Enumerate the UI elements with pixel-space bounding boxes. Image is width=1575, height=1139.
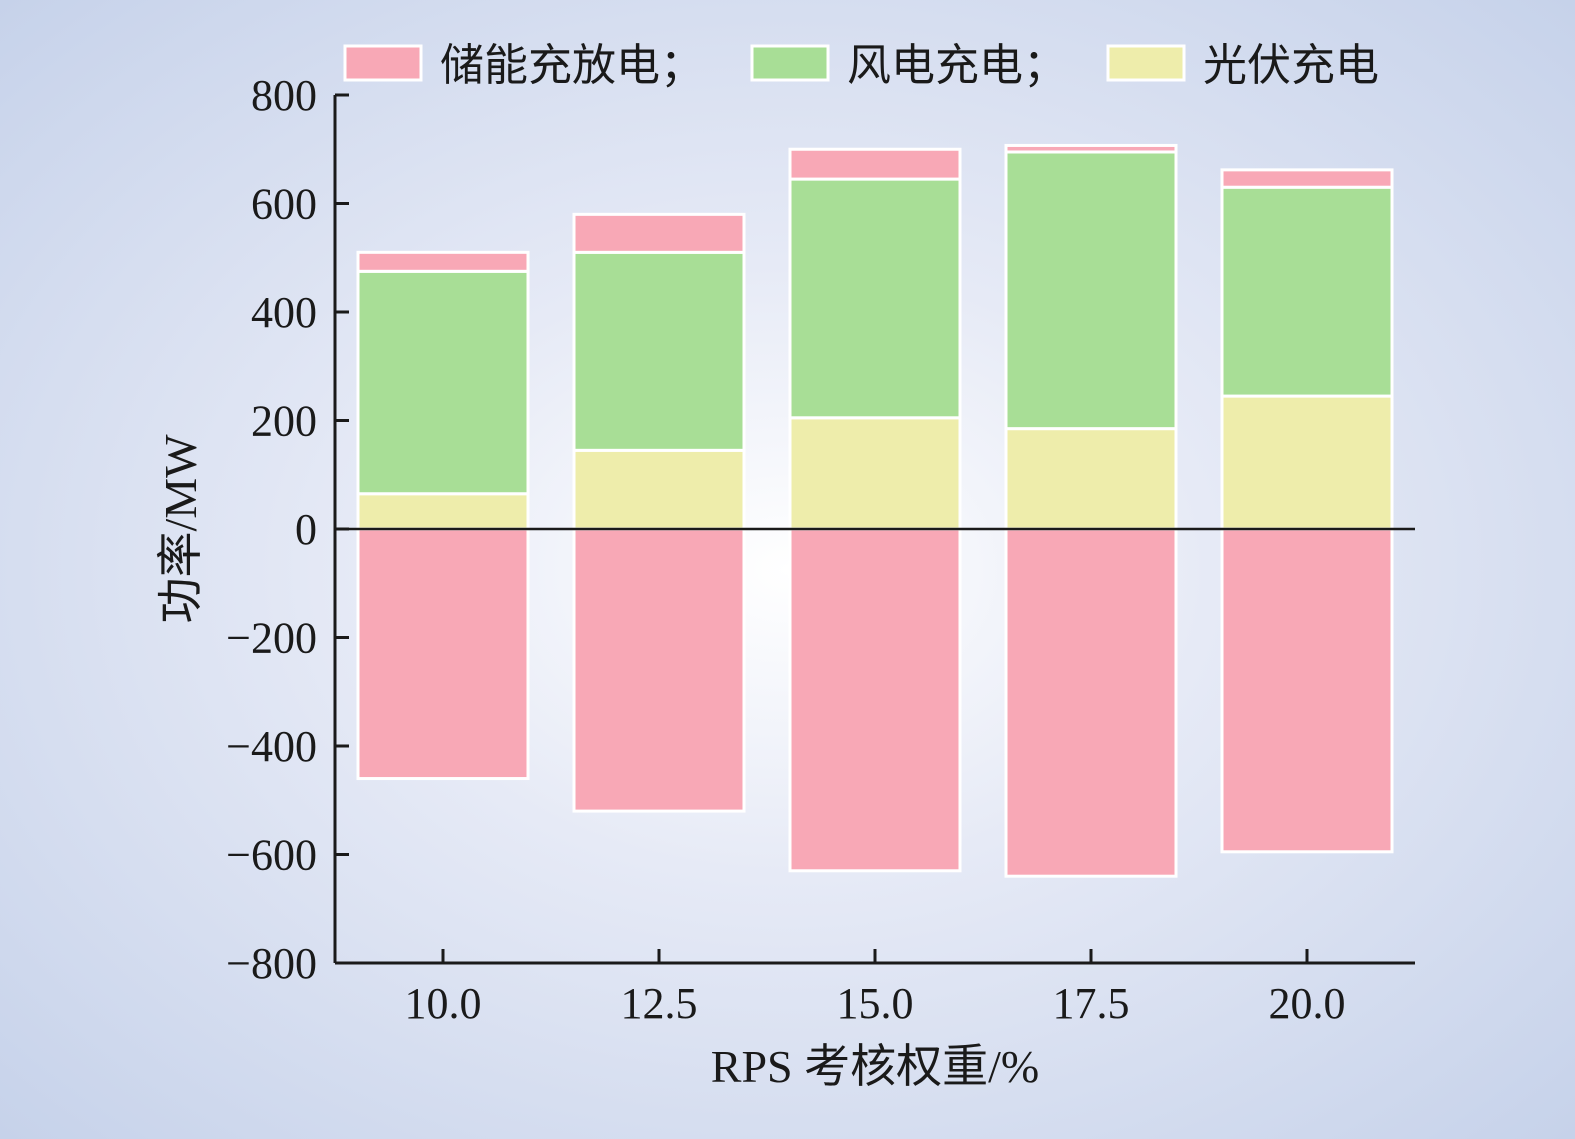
bars-layer [356,143,1394,878]
bar-solar-0 [356,492,530,531]
legend: 储能充放电； 风电充电； 光伏充电 [343,40,1379,91]
legend-label-wind: 风电充电； [847,40,1067,91]
bar-wind-1 [572,250,746,452]
bar-wind-0 [356,269,530,496]
bar-solar-3 [1004,427,1178,531]
x-tick-label: 12.5 [621,979,698,1028]
bar-storage-2 [788,147,962,181]
y-tick-label: −600 [226,831,317,880]
y-ticks: 800 600 400 200 0 −200 −400 −600 −800 [226,71,349,988]
bar-storage-4 [1220,168,1394,189]
y-tick-label: 0 [295,505,317,554]
legend-swatch-solar [1106,44,1186,82]
x-tick-label: 20.0 [1269,979,1346,1028]
bar-wind-2 [788,177,962,420]
bar-solar-1 [572,448,746,531]
y-tick-label: 400 [251,288,317,337]
y-tick-label: −200 [226,614,317,663]
legend-label-solar: 光伏充电 [1203,40,1379,91]
x-axis-title: RPS 考核权重/% [711,1041,1039,1092]
bar-wind-3 [1004,150,1178,431]
x-ticks: 10.0 12.5 15.0 17.5 20.0 [405,949,1346,1028]
x-tick-label: 15.0 [837,979,914,1028]
bar-storage-1 [572,212,746,254]
legend-swatch-wind [750,44,830,82]
y-tick-label: 200 [251,397,317,446]
bar-storage-0 [356,250,530,273]
bar-storage-discharge-2 [788,527,962,873]
y-axis-title: 功率/MW [155,434,206,624]
x-tick-label: 10.0 [405,979,482,1028]
bar-storage-discharge-4 [1220,527,1394,854]
bar-storage-discharge-3 [1004,527,1178,878]
bar-solar-4 [1220,394,1394,531]
bar-solar-2 [788,416,962,531]
y-tick-label: 600 [251,180,317,229]
bar-storage-discharge-1 [572,527,746,813]
y-tick-label: −400 [226,722,317,771]
y-tick-label: −800 [226,939,317,988]
y-tick-label: 800 [251,71,317,120]
legend-label-storage: 储能充放电； [440,40,704,91]
bar-storage-3 [1004,143,1178,154]
bar-wind-4 [1220,185,1394,398]
x-tick-label: 17.5 [1053,979,1130,1028]
legend-swatch-storage [343,44,423,82]
bar-storage-discharge-0 [356,527,530,781]
